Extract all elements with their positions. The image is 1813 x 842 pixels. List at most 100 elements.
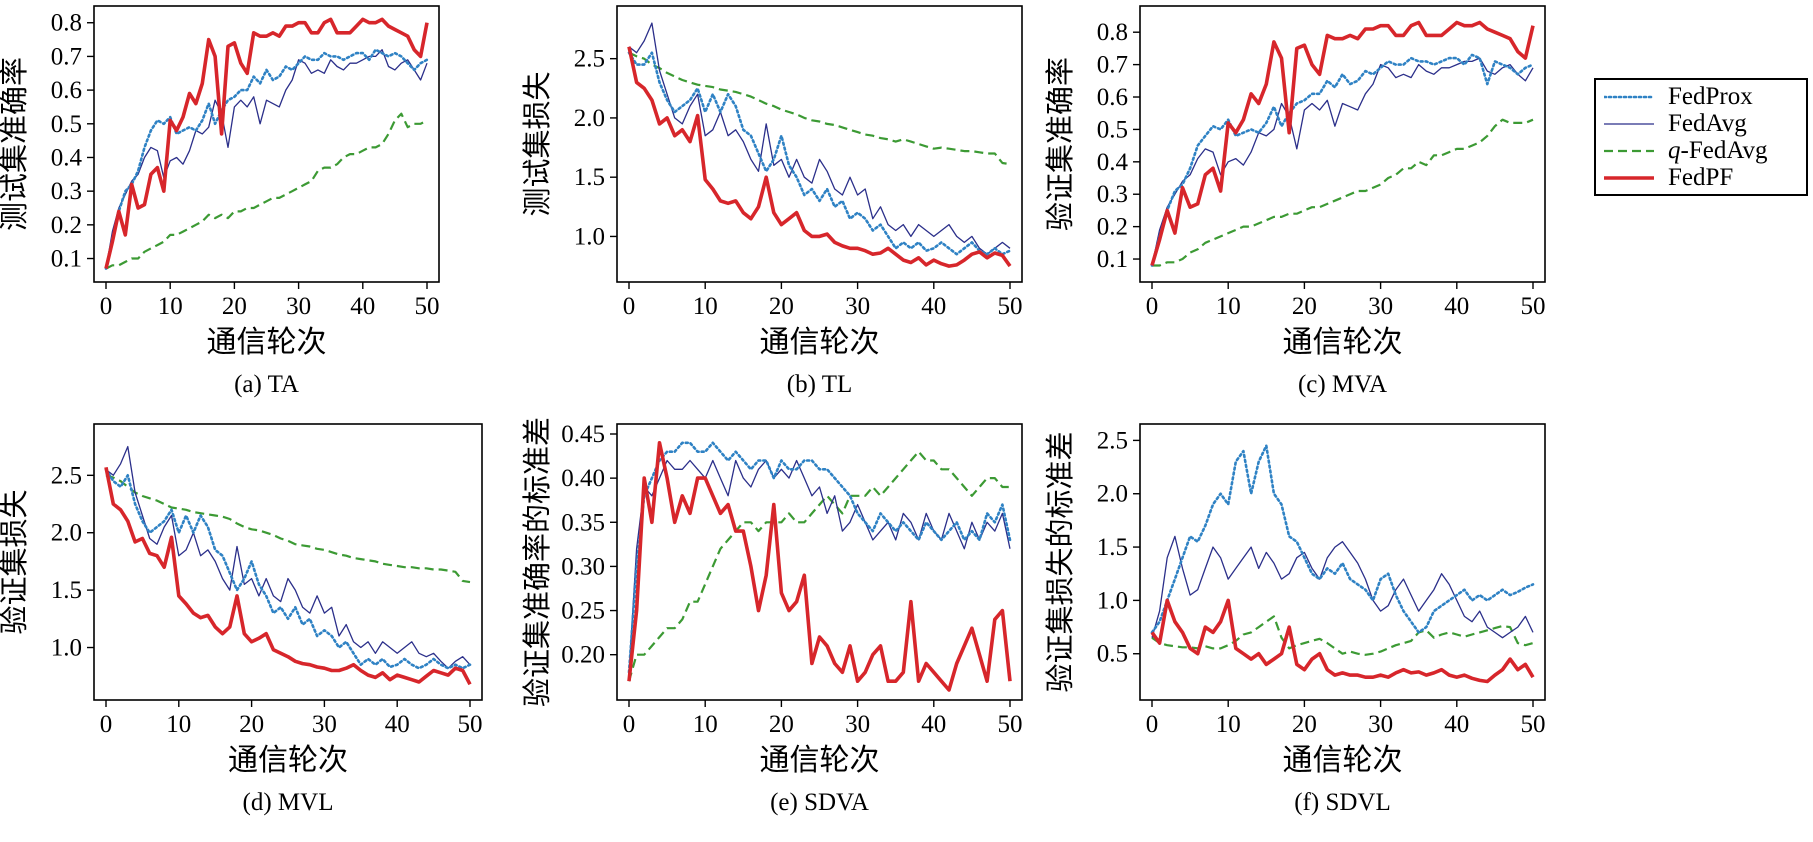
series-line-fedprox [627, 441, 1012, 674]
y-tick-label: 0.8 [51, 10, 82, 37]
y-axis-label: 验证集损失 [0, 489, 31, 634]
legend-entry-fedprox: FedProx [1604, 83, 1753, 110]
legend-label-fedavg: FedAvg [1668, 110, 1747, 137]
series-line-fedprox [1150, 53, 1535, 267]
y-tick-label: 2.0 [574, 105, 605, 132]
y-tick-label: 0.35 [561, 509, 605, 536]
chart-panel-6: 0 10 20 30 40 50 0.5 1.0 1.5 2.0 2.5 通信轮次 (f) SDVL 验证… [1043, 423, 1546, 816]
y-tick-label: 1.0 [1097, 587, 1128, 614]
plot-frame [616, 5, 1023, 283]
plot-frame [93, 423, 483, 701]
series-line-fedprox [104, 48, 429, 270]
y-tick-label: 1.5 [574, 164, 605, 191]
x-tick-label: 40 [1444, 293, 1469, 320]
plot-frame [616, 423, 1023, 701]
panel-caption: (b) TL [787, 371, 853, 398]
x-tick-label: 30 [312, 711, 337, 738]
x-tick-label: 30 [845, 293, 870, 320]
y-axis-label: 验证集准确率的标准差 [520, 417, 554, 707]
legend: FedProx FedAvg q-FedAvg FedPF [1594, 78, 1808, 196]
x-tick-label: 50 [998, 711, 1023, 738]
y-tick-label: 0.4 [1097, 149, 1129, 176]
legend-swatch-qfedavg [1604, 149, 1654, 153]
series-line-qfedavg [1151, 615, 1534, 656]
legend-entry-fedavg: FedAvg [1604, 110, 1747, 137]
panel-caption: (f) SDVL [1294, 789, 1391, 816]
y-tick-label: 0.5 [1097, 116, 1128, 143]
series-line-fedpf [627, 46, 1012, 268]
y-tick-label: 0.2 [51, 212, 82, 239]
y-tick-label: 0.6 [1097, 84, 1128, 111]
x-tick-label: 40 [921, 711, 946, 738]
y-axis-label: 验证集准确率 [1043, 57, 1077, 231]
y-tick-label: 0.1 [51, 246, 82, 273]
x-tick-label: 0 [623, 711, 636, 738]
x-tick-label: 10 [693, 293, 718, 320]
series-line-fedpf [104, 466, 472, 686]
x-axis-label: 通信轮次 [207, 325, 327, 360]
chart-panel-4: 0 10 20 30 40 50 1.0 1.5 2.0 2.5 通信轮次 (d) MVL 验证集损失 [0, 423, 483, 816]
legend-label-qfedavg-suffix: -FedAvg [1680, 137, 1768, 164]
x-tick-label: 30 [1368, 711, 1393, 738]
x-tick-label: 50 [458, 711, 483, 738]
x-tick-label: 20 [1292, 293, 1317, 320]
x-tick-label: 50 [1521, 293, 1546, 320]
series-line-fedprox [1150, 444, 1535, 634]
series-line-fedpf [104, 17, 429, 270]
y-tick-label: 0.7 [51, 43, 82, 70]
legend-swatch-fedprox [1604, 95, 1654, 99]
x-tick-label: 50 [1521, 711, 1546, 738]
y-tick-label: 2.5 [51, 462, 82, 489]
legend-label-qfedavg-prefix: q [1668, 137, 1681, 164]
x-tick-label: 0 [100, 293, 113, 320]
y-tick-label: 0.45 [561, 421, 605, 448]
chart-panel-5: 0 10 20 30 40 50 0.20 0.25 0.30 0.35 0.40 0.45 通信轮次 (… [520, 417, 1023, 816]
panel-caption: (e) SDVA [770, 789, 869, 816]
x-tick-label: 0 [623, 293, 636, 320]
y-axis-label: 测试集准确率 [0, 57, 31, 231]
x-tick-label: 20 [222, 293, 247, 320]
series-line-fedavg [628, 459, 1011, 673]
y-tick-label: 2.0 [51, 520, 82, 547]
plot-frame [1139, 423, 1546, 701]
legend-entry-fedpf: FedPF [1604, 164, 1734, 191]
series-line-fedpf [1150, 20, 1535, 267]
y-tick-label: 0.3 [51, 178, 82, 205]
y-axis-label: 验证集损失的标准差 [1043, 431, 1077, 692]
x-tick-label: 30 [845, 711, 870, 738]
series-line-qfedavg [105, 112, 428, 270]
panel-caption: (a) TA [234, 371, 299, 398]
y-tick-label: 0.7 [1097, 52, 1128, 79]
legend-swatch-fedavg [1604, 123, 1654, 125]
x-tick-label: 20 [239, 711, 264, 738]
y-tick-label: 0.3 [1097, 181, 1128, 208]
chart-panel-2: 0 10 20 30 40 50 1.0 1.5 2.0 2.5 通信轮次 (b) TL 测试集损失 [520, 5, 1023, 398]
series-line-qfedavg [628, 51, 1011, 166]
series-line-fedavg [1151, 57, 1534, 266]
x-tick-label: 10 [166, 711, 191, 738]
series-line-qfedavg [1152, 118, 1534, 267]
y-tick-label: 0.6 [51, 77, 82, 104]
plot-frame [1139, 5, 1546, 283]
y-tick-label: 1.0 [574, 223, 605, 250]
legend-label-fedpf: FedPF [1668, 164, 1734, 191]
chart-panel-1: 0 10 20 30 40 50 0.1 0.2 0.3 0.4 0.5 0.6 0.7 0.8 通信轮次 (… [0, 5, 440, 398]
y-tick-label: 0.25 [561, 598, 605, 625]
legend-label-fedprox: FedProx [1668, 83, 1753, 110]
y-tick-label: 0.20 [561, 642, 605, 669]
x-tick-label: 0 [1146, 711, 1159, 738]
plot-frame [93, 5, 440, 283]
series-line-qfedavg [627, 450, 1010, 682]
series-line-fedavg [105, 49, 428, 269]
legend-swatch-fedpf [1604, 176, 1654, 180]
x-axis-label: 通信轮次 [1283, 325, 1403, 360]
y-tick-label: 0.40 [561, 465, 605, 492]
x-tick-label: 20 [769, 293, 794, 320]
series-line-fedpf [627, 440, 1012, 692]
x-tick-label: 50 [998, 293, 1023, 320]
legend-label-qfedavg: q-FedAvg [1668, 137, 1768, 165]
x-tick-label: 40 [921, 293, 946, 320]
legend-entry-qfedavg: q-FedAvg [1604, 137, 1768, 165]
x-tick-label: 20 [769, 711, 794, 738]
x-tick-label: 0 [100, 711, 113, 738]
